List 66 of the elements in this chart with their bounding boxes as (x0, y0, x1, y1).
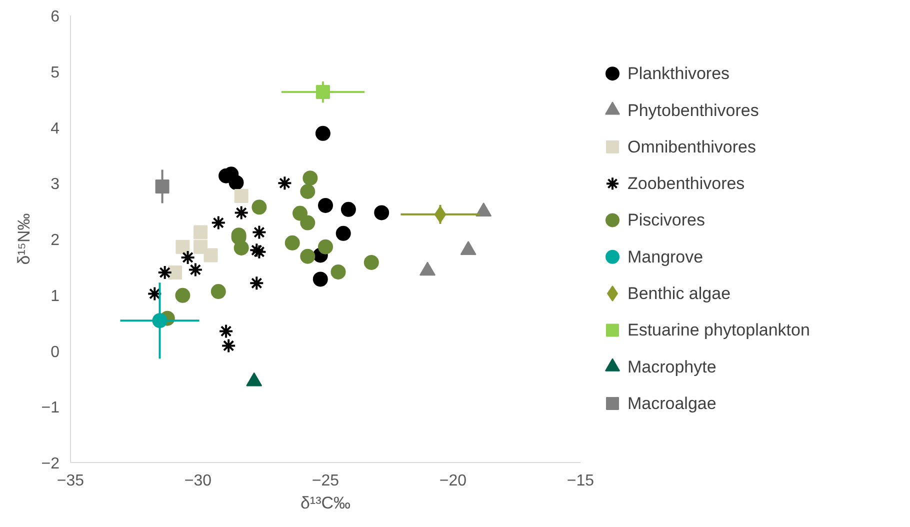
x-tick-label: −30 (184, 472, 212, 490)
point (175, 288, 190, 303)
point (228, 175, 244, 190)
point (180, 250, 196, 265)
legend-label: Macrophyte (628, 357, 716, 376)
legend-label: Estuarine phytoplankton (628, 320, 810, 340)
point (210, 284, 226, 300)
y-tick-label: 1 (50, 288, 60, 305)
y-tick-label: 0 (50, 344, 60, 361)
point (204, 248, 218, 262)
point (188, 262, 203, 278)
y-tick-label: −2 (41, 456, 60, 472)
legend-label: Omnibenthivores (628, 137, 756, 156)
point (218, 324, 234, 339)
point (312, 272, 328, 287)
point (336, 226, 351, 241)
x-axis-title: δ¹³C‰ (300, 494, 351, 512)
point (302, 170, 318, 186)
point (221, 338, 236, 354)
legend-label: Zoobenthivores (628, 174, 745, 194)
legend-label: Phytobenthivores (628, 100, 759, 120)
point (292, 206, 308, 221)
x-tick-label: −25 (312, 472, 340, 490)
point (300, 248, 316, 264)
point (176, 240, 190, 254)
y-tick-label: 4 (50, 120, 60, 138)
legend-label: Benthic algae (628, 284, 731, 304)
legend-label: Mangrove (628, 247, 704, 266)
point (155, 179, 170, 194)
point (316, 85, 330, 100)
point (194, 240, 208, 254)
x-tick-label: −35 (56, 472, 84, 490)
point (330, 264, 346, 280)
point (284, 235, 300, 250)
legend-label: Plankthivores (628, 64, 730, 84)
legend-label: Macroalgae (628, 394, 716, 413)
point (194, 225, 208, 240)
point (318, 239, 333, 254)
point (249, 276, 264, 291)
point (152, 313, 168, 328)
point (234, 205, 249, 220)
point (277, 176, 292, 191)
x-tick-label: −20 (439, 472, 467, 490)
y-tick-label: −1 (41, 400, 60, 417)
point (252, 200, 267, 215)
y-axis-title: δ¹⁵N‰ (14, 213, 34, 265)
y-tick-label: 2 (50, 232, 60, 249)
point (364, 254, 379, 270)
point (315, 126, 330, 141)
point (234, 188, 248, 203)
x-tick-label: −15 (566, 472, 594, 490)
point (252, 224, 267, 240)
point (318, 198, 333, 213)
point (434, 206, 446, 223)
point (374, 205, 390, 220)
legend-label: Piscivores (628, 210, 705, 230)
point (300, 215, 316, 230)
point (168, 266, 182, 280)
point (234, 240, 249, 256)
y-tick-label: 5 (50, 64, 60, 82)
point (210, 215, 226, 230)
point (340, 202, 356, 217)
y-tick-label: 3 (50, 176, 60, 194)
point (300, 184, 316, 199)
y-tick-label: 6 (50, 8, 60, 26)
point (157, 265, 172, 280)
